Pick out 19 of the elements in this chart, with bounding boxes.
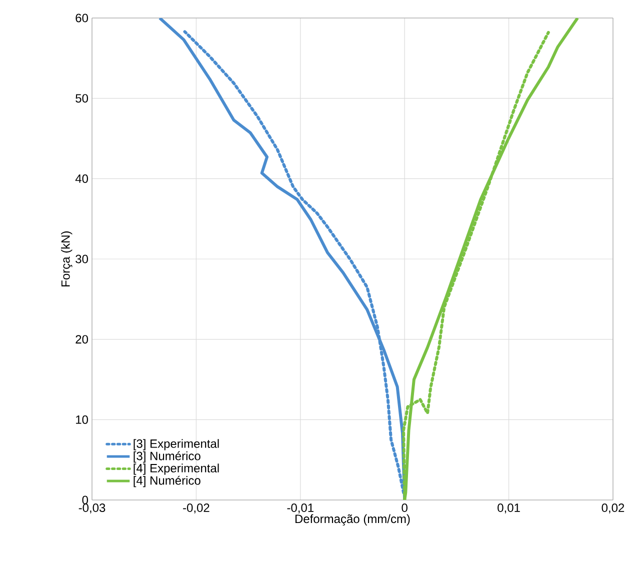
- x-tick-label: -0,02: [183, 504, 210, 514]
- x-axis-title: Deformação (mm/cm): [295, 514, 410, 526]
- x-tick-label: 0,02: [602, 504, 624, 514]
- y-tick-label: 30: [76, 254, 88, 264]
- x-tick-label: 0,01: [498, 504, 520, 514]
- y-tick-label: 40: [75, 174, 88, 183]
- y-tick-label: 10: [76, 415, 88, 424]
- legend-label: [3] Numérico: [134, 451, 200, 463]
- y-axis-title: Força (kN): [61, 231, 72, 286]
- legend-label: [4] Numérico: [134, 476, 200, 488]
- y-tick-label: 20: [76, 335, 88, 344]
- legend-label: [3] Experimental: [134, 439, 219, 450]
- legend-label: [4] Experimental: [134, 464, 219, 475]
- x-tick-label: -0,03: [78, 504, 106, 514]
- y-tick-label: 50: [76, 94, 88, 103]
- y-tick-label: 0: [82, 496, 88, 504]
- x-tick-label: -0,01: [287, 504, 314, 514]
- x-tick-label: 0: [402, 504, 408, 512]
- y-tick-label: 60: [76, 14, 88, 22]
